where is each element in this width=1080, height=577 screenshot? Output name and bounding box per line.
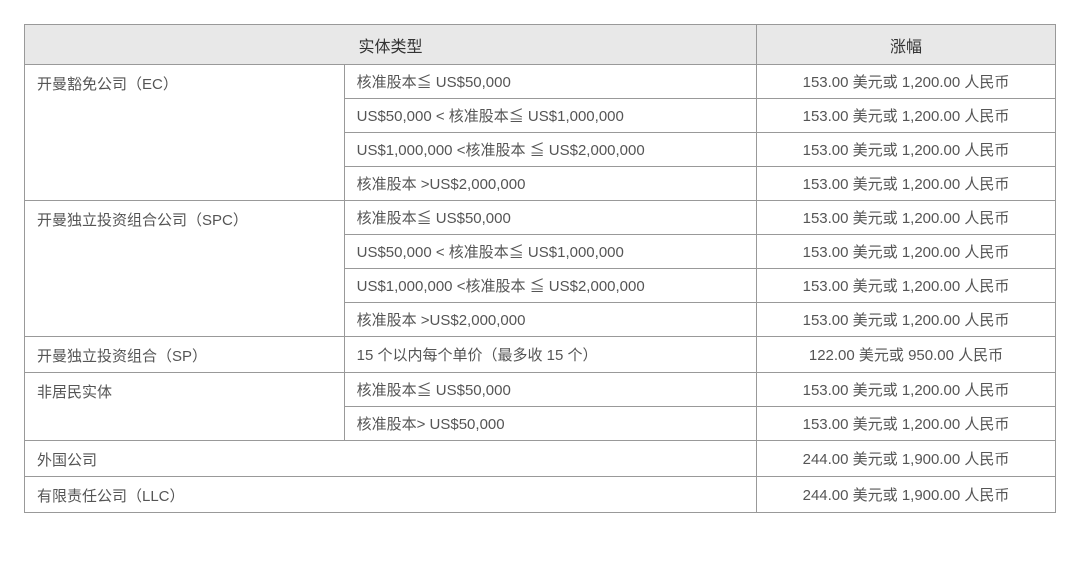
entity-cell: 开曼豁免公司（EC） xyxy=(25,65,345,201)
entity-cell: 非居民实体 xyxy=(25,373,345,441)
condition-cell: 核准股本≦ US$50,000 xyxy=(344,201,756,235)
fee-cell: 153.00 美元或 1,200.00 人民币 xyxy=(757,167,1056,201)
condition-cell: US$1,000,000 <核准股本 ≦ US$2,000,000 xyxy=(344,133,756,167)
condition-cell: 核准股本> US$50,000 xyxy=(344,407,756,441)
condition-cell: 核准股本≦ US$50,000 xyxy=(344,65,756,99)
fee-cell: 153.00 美元或 1,200.00 人民币 xyxy=(757,269,1056,303)
condition-cell: US$50,000 < 核准股本≦ US$1,000,000 xyxy=(344,99,756,133)
table-row: 开曼独立投资组合公司（SPC）核准股本≦ US$50,000153.00 美元或… xyxy=(25,201,1056,235)
fee-cell: 153.00 美元或 1,200.00 人民币 xyxy=(757,235,1056,269)
header-fee: 涨幅 xyxy=(757,25,1056,65)
condition-cell: 核准股本 >US$2,000,000 xyxy=(344,167,756,201)
condition-cell: 15 个以内每个单价（最多收 15 个） xyxy=(344,337,756,373)
fee-cell: 153.00 美元或 1,200.00 人民币 xyxy=(757,133,1056,167)
condition-cell: 核准股本≦ US$50,000 xyxy=(344,373,756,407)
fee-cell: 244.00 美元或 1,900.00 人民币 xyxy=(757,477,1056,513)
fee-cell: 244.00 美元或 1,900.00 人民币 xyxy=(757,441,1056,477)
table-header-row: 实体类型 涨幅 xyxy=(25,25,1056,65)
table-row: 有限责任公司（LLC）244.00 美元或 1,900.00 人民币 xyxy=(25,477,1056,513)
fee-cell: 153.00 美元或 1,200.00 人民币 xyxy=(757,303,1056,337)
table-row: 开曼独立投资组合（SP）15 个以内每个单价（最多收 15 个）122.00 美… xyxy=(25,337,1056,373)
header-entity-type: 实体类型 xyxy=(25,25,757,65)
condition-cell: US$50,000 < 核准股本≦ US$1,000,000 xyxy=(344,235,756,269)
fee-cell: 153.00 美元或 1,200.00 人民币 xyxy=(757,65,1056,99)
fee-table-body: 开曼豁免公司（EC）核准股本≦ US$50,000153.00 美元或 1,20… xyxy=(25,65,1056,513)
condition-cell: 核准股本 >US$2,000,000 xyxy=(344,303,756,337)
table-row: 开曼豁免公司（EC）核准股本≦ US$50,000153.00 美元或 1,20… xyxy=(25,65,1056,99)
entity-cell: 有限责任公司（LLC） xyxy=(25,477,757,513)
condition-cell: US$1,000,000 <核准股本 ≦ US$2,000,000 xyxy=(344,269,756,303)
fee-table: 实体类型 涨幅 开曼豁免公司（EC）核准股本≦ US$50,000153.00 … xyxy=(24,24,1056,513)
table-row: 外国公司244.00 美元或 1,900.00 人民币 xyxy=(25,441,1056,477)
entity-cell: 开曼独立投资组合公司（SPC） xyxy=(25,201,345,337)
fee-cell: 122.00 美元或 950.00 人民币 xyxy=(757,337,1056,373)
entity-cell: 外国公司 xyxy=(25,441,757,477)
fee-cell: 153.00 美元或 1,200.00 人民币 xyxy=(757,201,1056,235)
table-row: 非居民实体核准股本≦ US$50,000153.00 美元或 1,200.00 … xyxy=(25,373,1056,407)
fee-cell: 153.00 美元或 1,200.00 人民币 xyxy=(757,407,1056,441)
fee-cell: 153.00 美元或 1,200.00 人民币 xyxy=(757,373,1056,407)
entity-cell: 开曼独立投资组合（SP） xyxy=(25,337,345,373)
fee-cell: 153.00 美元或 1,200.00 人民币 xyxy=(757,99,1056,133)
